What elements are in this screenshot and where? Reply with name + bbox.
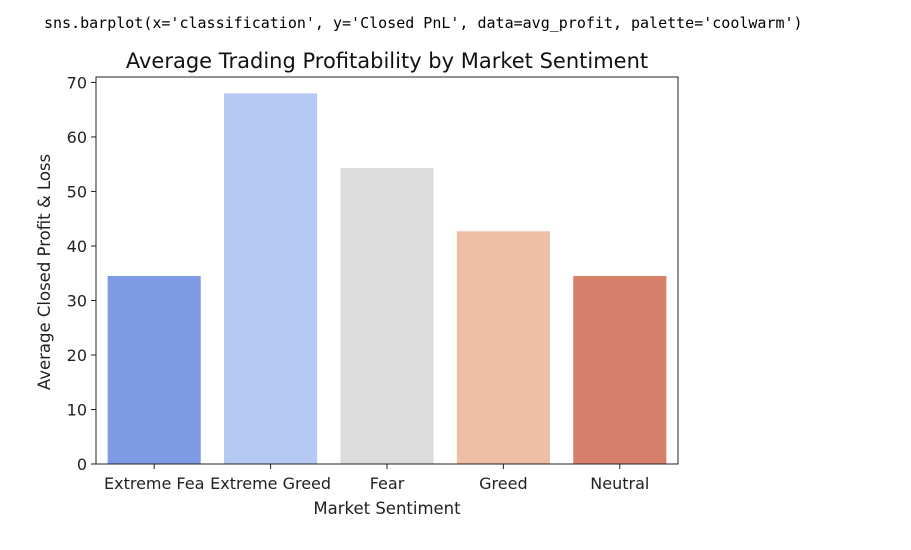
y-tick-label: 0: [77, 455, 87, 474]
y-tick-label: 10: [67, 400, 87, 419]
bar-extreme-greed: [224, 93, 318, 464]
bar-greed: [456, 231, 550, 464]
x-tick-label: Neutral: [590, 474, 649, 493]
y-tick-label: 50: [67, 182, 87, 201]
y-tick-label: 20: [67, 346, 87, 365]
x-tick-label: Extreme Greed: [210, 474, 331, 493]
x-tick-label: Extreme Fea: [104, 474, 204, 493]
x-tick-label: Fear: [370, 474, 405, 493]
y-axis: 0 10 20 30 40 50 60 70: [67, 73, 96, 474]
y-tick-label: 40: [67, 237, 87, 256]
chart-title: Average Trading Profitability by Market …: [126, 49, 648, 73]
y-axis-label: Average Closed Profit & Loss: [35, 154, 54, 390]
bars-layer: [107, 93, 667, 464]
x-tick-label: Greed: [479, 474, 527, 493]
y-tick-label: 30: [67, 291, 87, 310]
y-tick-label: 60: [67, 128, 87, 147]
bar-extreme-fear: [107, 275, 201, 464]
y-tick-label: 70: [67, 73, 87, 92]
x-axis: Extreme Fea Extreme Greed Fear Greed Neutral: [104, 464, 649, 493]
bar-fear: [340, 168, 434, 464]
bar-neutral: [573, 275, 667, 464]
x-axis-label: Market Sentiment: [313, 499, 461, 518]
code-cell-line: sns.barplot(x='classification', y='Close…: [44, 14, 803, 32]
